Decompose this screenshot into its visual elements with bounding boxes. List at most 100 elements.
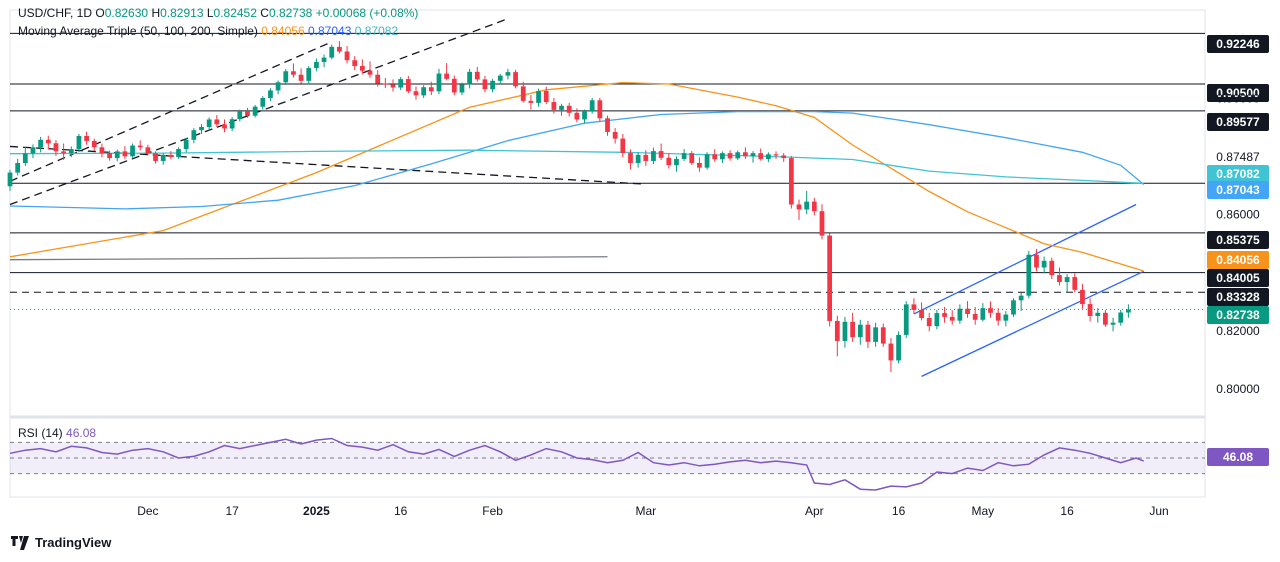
candle-body — [482, 79, 488, 90]
candle-56 — [436, 68, 442, 95]
candle-body — [168, 154, 174, 157]
candle-body — [1034, 254, 1039, 268]
price-tag-bg-6 — [1207, 181, 1269, 199]
candle-body — [413, 91, 419, 96]
candle-91 — [704, 152, 710, 170]
candle-46 — [359, 59, 365, 75]
candle-body — [965, 308, 970, 314]
candle-140 — [1080, 283, 1085, 309]
rsi-label[interactable]: RSI (14) — [18, 426, 63, 440]
candle-141 — [1087, 298, 1093, 322]
close-label: C — [260, 6, 269, 20]
candle-body — [497, 75, 503, 81]
high-label: H — [151, 6, 161, 20]
candle-62 — [482, 75, 488, 93]
candle-body — [114, 151, 120, 159]
candle-61 — [474, 66, 480, 82]
ma50-value: 0.84056 — [261, 24, 305, 38]
candle-20 — [160, 153, 166, 165]
candle-110 — [850, 312, 856, 342]
candle-body — [436, 73, 442, 92]
candle-73 — [566, 102, 572, 117]
candle-body — [788, 158, 794, 205]
open-label: O — [95, 6, 105, 20]
price-tag-9: 0.84056 — [1216, 253, 1260, 267]
candle-body — [268, 90, 273, 98]
candle-body — [1011, 300, 1016, 315]
candle-55 — [428, 81, 434, 96]
candle-body — [949, 316, 955, 321]
candle-129 — [995, 308, 1001, 326]
candle-body — [382, 83, 388, 85]
candle-body — [605, 118, 610, 132]
candle-2 — [22, 146, 28, 166]
candle-body — [712, 154, 718, 160]
candle-63 — [490, 78, 495, 93]
candle-135 — [1041, 256, 1047, 274]
candle-body — [15, 163, 21, 173]
ma-line-MA200 — [9, 149, 1144, 184]
candle-74 — [574, 108, 580, 123]
price-tag-bg-0 — [1207, 35, 1269, 53]
ma-title[interactable]: Moving Average Triple (50, 100, 200, Sim… — [18, 24, 258, 38]
candle-84 — [651, 147, 656, 165]
candle-48 — [375, 70, 381, 87]
price-tag-bg-10 — [1207, 269, 1269, 287]
candle-43 — [337, 41, 342, 54]
candle-32 — [252, 104, 258, 118]
candle-3 — [30, 144, 36, 159]
plot-frame — [9, 9, 1206, 498]
candle-body — [536, 91, 541, 103]
ma-line-MA50 — [9, 81, 1144, 272]
candle-116 — [896, 331, 901, 364]
candle-body — [359, 66, 365, 71]
candle-70 — [543, 86, 549, 105]
candle-8 — [68, 146, 74, 158]
candle-body — [827, 235, 833, 321]
y-tick-label-2: 0.90000 — [1216, 92, 1260, 106]
candle-body — [873, 327, 878, 342]
price-tag-bg-8 — [1207, 231, 1269, 249]
candle-9 — [76, 133, 82, 152]
y-tick-label-4: 0.87487 — [1216, 150, 1260, 164]
candle-body — [176, 149, 181, 157]
candle-127 — [980, 303, 986, 322]
candle-body — [321, 57, 327, 62]
candle-16 — [130, 143, 135, 158]
candle-92 — [712, 149, 718, 162]
open-value: 0.82630 — [104, 6, 149, 20]
trendline-0 — [9, 18, 509, 206]
candle-118 — [911, 298, 917, 314]
candle-96 — [743, 147, 748, 159]
candle-body — [45, 139, 51, 144]
price-tag-10: 0.84005 — [1216, 271, 1260, 285]
candle-6 — [53, 140, 59, 157]
candle-111 — [857, 319, 863, 345]
price-tag-bg-9 — [1207, 251, 1269, 269]
symbol-label[interactable]: USD/CHF, 1D — [18, 6, 93, 20]
candle-54 — [421, 85, 427, 98]
candle-102 — [788, 156, 794, 209]
candle-45 — [352, 56, 358, 71]
candle-85 — [658, 143, 664, 161]
candle-78 — [605, 115, 610, 136]
x-tick-label-9: 16 — [1060, 504, 1074, 518]
candle-95 — [735, 150, 741, 161]
candle-body — [819, 211, 825, 236]
candle-body — [298, 74, 304, 81]
candle-body — [888, 343, 894, 361]
candle-body — [566, 105, 572, 113]
candle-29 — [229, 117, 235, 132]
candle-body — [988, 308, 993, 313]
candle-body — [260, 97, 266, 107]
tradingview-brand[interactable]: TradingView — [10, 535, 111, 550]
candle-107 — [827, 233, 833, 327]
candle-body — [727, 153, 733, 159]
candle-93 — [720, 151, 725, 163]
candle-body — [490, 80, 495, 90]
candle-121 — [934, 309, 940, 330]
candle-52 — [405, 75, 411, 94]
candle-90 — [697, 157, 702, 172]
candle-36 — [283, 68, 289, 85]
